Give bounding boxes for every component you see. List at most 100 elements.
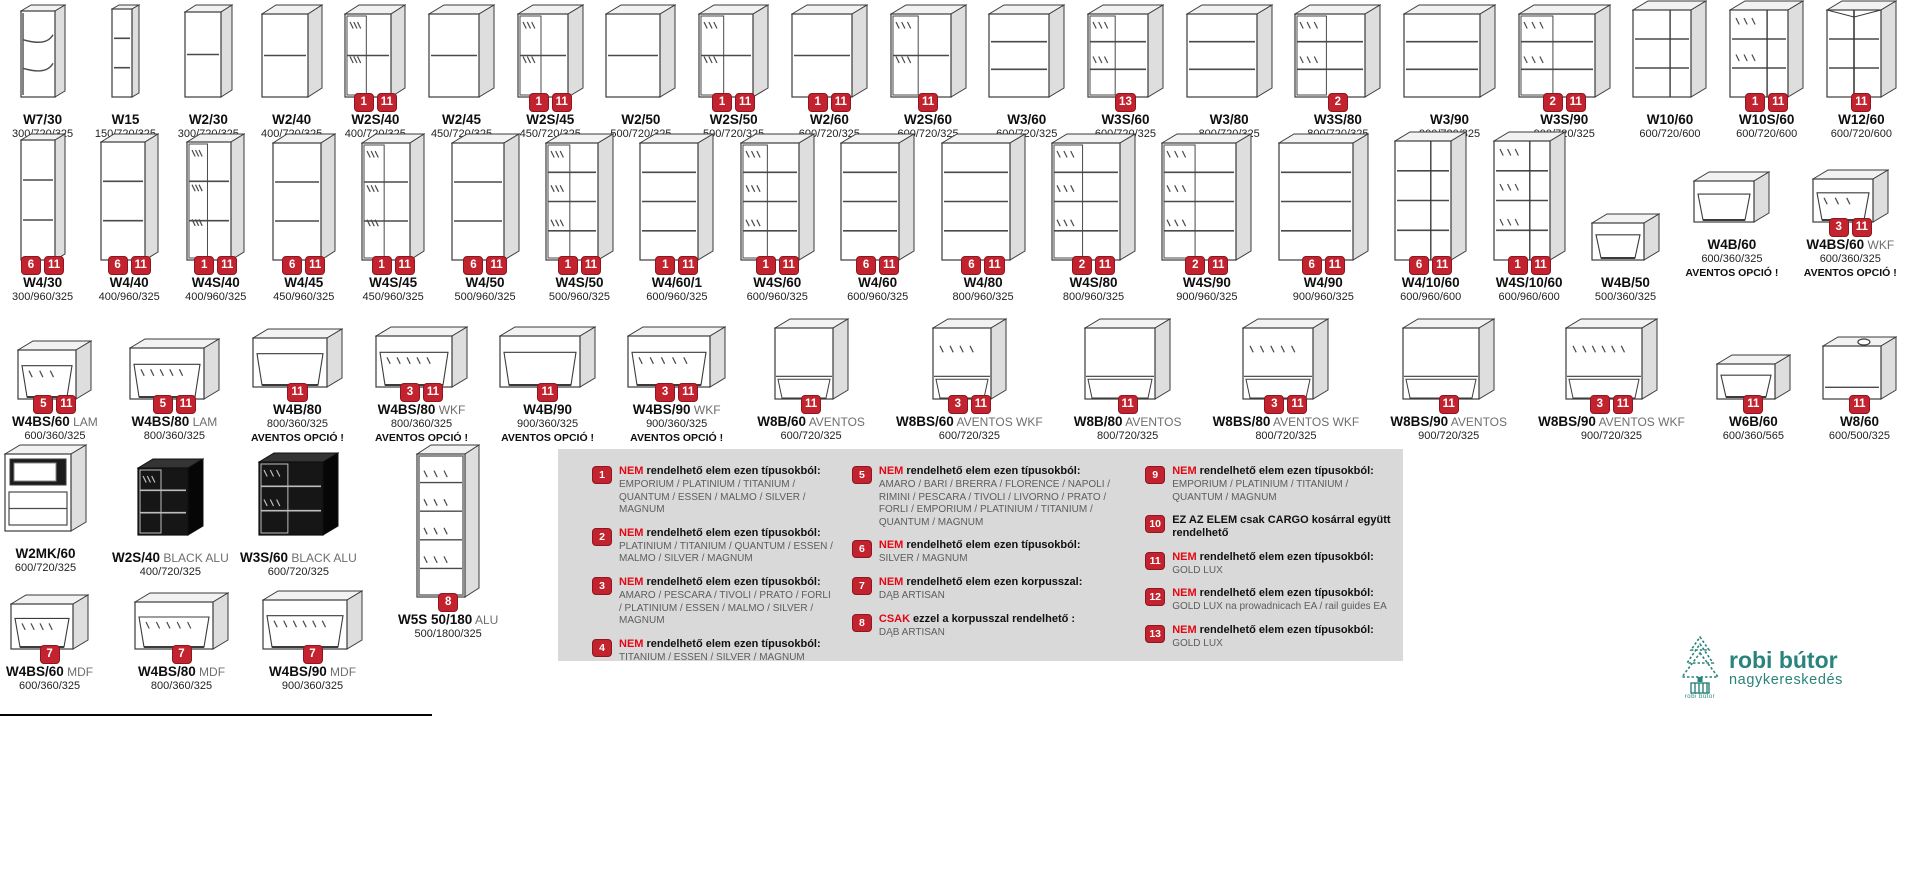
- badge-strip: 6 11: [282, 255, 326, 275]
- aventos-option-note: AVENTOS OPCIÓ !: [375, 432, 468, 444]
- special-cabinets-area: W2MK/60 600/720/325 W2S/40 BLACK ALU 400/72…: [0, 444, 558, 877]
- legend: 1 NEM rendelhető elem ezen típusokból: EMPO…: [558, 449, 1403, 663]
- cabinet-dimensions: 400/960/325: [185, 291, 247, 304]
- cabinet-name: W8B/60 AVENTOS: [757, 414, 865, 430]
- cabinet-name: W2/40: [272, 112, 312, 128]
- cabinet-name: W4BS/90 MDF: [268, 664, 357, 679]
- cabinet-blackglass-drawing: [136, 458, 205, 536]
- cabinet-dimensions: 500/360/325: [1594, 291, 1657, 304]
- restriction-badge-3: 3: [1264, 394, 1285, 414]
- cabinet-name: W4BS/60 LAM: [12, 414, 98, 430]
- cabinet-flipglass-drawing: [9, 594, 90, 650]
- badge-strip: 2 11: [1185, 255, 1229, 275]
- cabinet-dimensions: 600/960/325: [746, 291, 808, 304]
- aventos-option-note: AVENTOS OPCIÓ !: [630, 432, 724, 444]
- cabinet-name: W12/60: [1838, 112, 1885, 128]
- legend-lead-word: NEM: [1172, 550, 1197, 563]
- restriction-badge-11: 11: [287, 382, 308, 402]
- cabinet-item: 6 11 W4/60 600/960/325: [839, 133, 916, 305]
- legend-badge-8: 8: [851, 613, 872, 632]
- legend-item-10: 10 EZ AZ ELEM csak CARGO kosárral együtt r…: [1145, 514, 1393, 540]
- cabinet-item: 7 W4BS/60 MDF 600/360/325: [6, 594, 93, 694]
- legend-item-13: 13 NEM rendelhető elem ezen típusokból: GOL…: [1145, 624, 1393, 651]
- restriction-badge-11: 11: [580, 255, 602, 275]
- restriction-badge-1: 1: [1507, 255, 1528, 275]
- cabinet-flipglass-drawing: [1810, 169, 1890, 223]
- cabinet-open-drawing: [604, 4, 678, 98]
- restriction-badge-11: 11: [801, 394, 822, 414]
- legend-body: TITANIUM / ESSEN / SILVER / MAGNUM: [619, 651, 805, 663]
- cabinet-item: 11 W6B/60 600/360/565: [1715, 354, 1792, 444]
- badge-strip: 2 11: [1542, 92, 1586, 112]
- restriction-badge-11: 11: [678, 255, 699, 275]
- cabinet-item: 6 11 W4/30 300/960/325: [12, 133, 73, 305]
- legend-lead-word: NEM: [1172, 623, 1197, 636]
- legend-body: GOLD LUX: [1172, 638, 1223, 650]
- cabinet-item: 5 11 W4BS/80 LAM 800/360/325: [128, 338, 221, 444]
- cabinet-open-drawing: [259, 4, 324, 98]
- badge-strip: 6 11: [107, 255, 151, 275]
- cabinet-name-suffix: AVENTOS: [1122, 415, 1182, 430]
- restriction-badge-7: 7: [171, 644, 192, 664]
- cabinet-name: W4BS/60 WKF: [1806, 237, 1895, 253]
- restriction-badge-7: 7: [39, 644, 60, 664]
- legend-lead-word: NEM: [1172, 465, 1197, 477]
- cabinet-name-suffix: AVENTOS WKF: [1595, 415, 1685, 430]
- legend-column-2: 5 NEM rendelhető elem ezen típusokból: AMAR…: [851, 465, 1129, 653]
- cabinet-open-drawing: [427, 4, 496, 98]
- cabinet-vent-drawing: [1821, 336, 1898, 400]
- cabinet-item: W15150/720/325: [95, 4, 156, 142]
- cabinet-corner10g-drawing: [1728, 0, 1805, 98]
- cabinet-name-suffix: LAM: [189, 415, 218, 430]
- cabinet-item: 11 W8/60 600/500/325: [1821, 336, 1898, 444]
- cabinet-row-2: 6 11 W4/30 300/960/325 6 11 W4/40 400/960/325 1 1…: [0, 131, 1909, 305]
- badge-strip: 11: [1743, 394, 1764, 414]
- cabinet-blackglass-drawing: [257, 452, 340, 536]
- cabinet-dimensions: 800/720/325: [1255, 430, 1317, 443]
- legend-body: PLATINIUM / TITANIUM / QUANTUM / ESSEN /…: [619, 540, 833, 565]
- legend-lead-word: NEM: [1172, 587, 1197, 600]
- cabinet-dimensions: 600/360/565: [1722, 430, 1784, 443]
- restriction-badge-11: 11: [175, 394, 196, 414]
- cabinet-name: W2/45: [442, 112, 482, 128]
- cabinet-name: W4S/40: [191, 275, 240, 291]
- cabinet-dimensions: 500/960/325: [548, 291, 611, 304]
- badge-strip: 11: [1117, 394, 1138, 414]
- legend-badge-2: 2: [592, 527, 612, 546]
- restriction-badge-11: 11: [1208, 255, 1229, 275]
- restriction-badge-11: 11: [1117, 394, 1138, 414]
- cabinet-dimensions: 600/360/325: [18, 680, 81, 693]
- cabinet-name: W4BS/80 WKF: [377, 402, 466, 418]
- cabinet-micro-drawing: [3, 444, 88, 532]
- cabinet-item: 11 W12/60 600/720/600: [1825, 0, 1898, 142]
- cabinet-flipglass-drawing: [16, 340, 94, 400]
- cabinet-name: W8B/80 AVENTOS: [1073, 414, 1182, 430]
- cabinet-item: 1 11 W4S/45 450/960/325: [360, 133, 426, 305]
- cabinet-dimensions: 800/360/325: [143, 430, 205, 443]
- cabinet-tglass-drawing: [185, 133, 247, 261]
- cabinet-flip-drawing: [1590, 213, 1661, 261]
- cabinet-dimensions: 400/720/325: [139, 566, 201, 579]
- legend-lead-word: NEM: [619, 465, 644, 477]
- aventos-option-note: AVENTOS OPCIÓ !: [250, 432, 344, 444]
- cabinet-dimensions: 600/720/600: [1830, 128, 1892, 141]
- legend-item-2: 2 NEM rendelhető elem ezen típusokból: PLAT…: [592, 527, 836, 566]
- badge-strip: 7: [302, 644, 323, 664]
- cabinet-name: W4BS/80 LAM: [131, 414, 218, 430]
- legend-lead-word: CSAK: [878, 612, 911, 625]
- badge-strip: 3 11: [947, 394, 991, 414]
- legend-heading: NEM rendelhető elem ezen korpusszal:: [878, 575, 1083, 588]
- cabinet-name: W4B/50: [1601, 275, 1650, 291]
- cabinet-dimensions: 900/720/325: [1580, 430, 1643, 443]
- cabinet-flipglass-drawing: [128, 338, 221, 400]
- badge-strip: 3 11: [1264, 394, 1308, 414]
- cabinet-aventosglass-drawing: [1564, 318, 1659, 400]
- legend-text: NEM rendelhető elem ezen típusokból: EMPOR…: [619, 465, 836, 517]
- cabinet-dimensions: 600/720/325: [14, 562, 77, 575]
- cabinet-name: W3/60: [1007, 112, 1047, 128]
- logo-mini-caption: robi bútor: [1684, 694, 1716, 700]
- badge-strip: 11: [287, 382, 308, 402]
